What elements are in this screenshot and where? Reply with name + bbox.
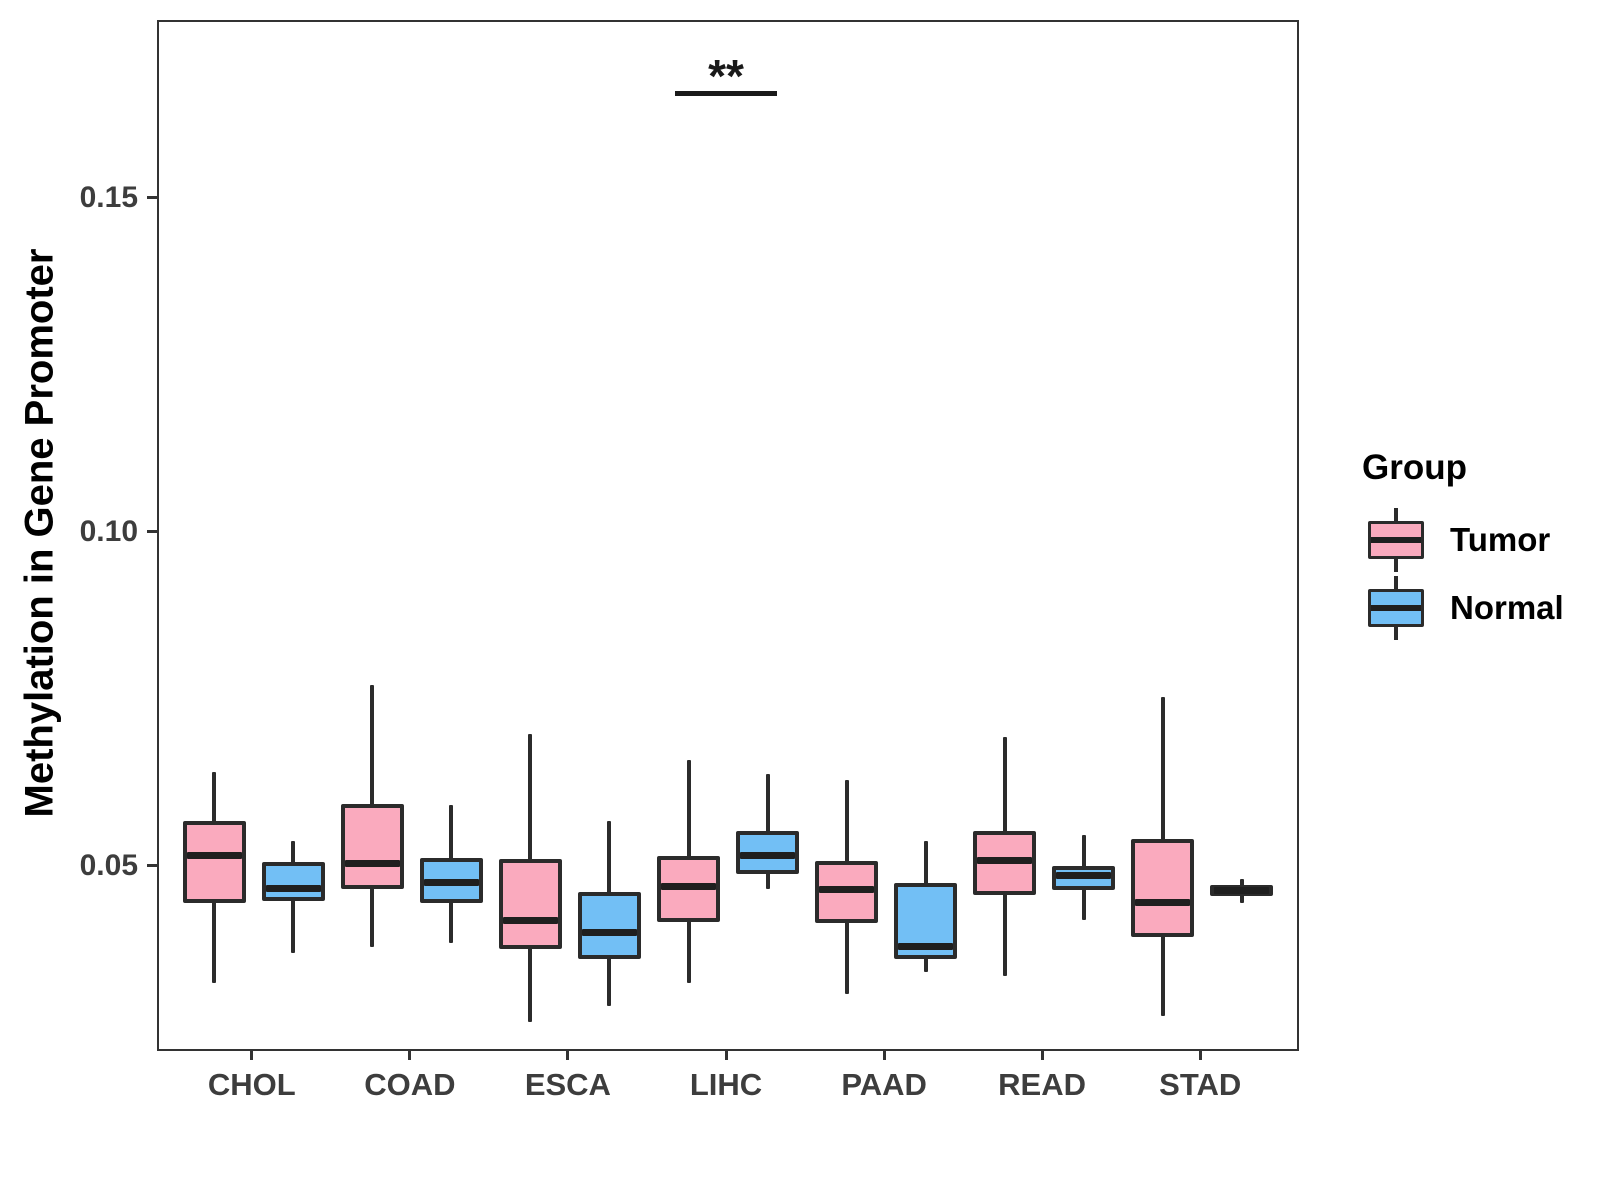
legend-item-label: Tumor bbox=[1450, 521, 1551, 558]
x-tick-mark bbox=[724, 1049, 728, 1060]
y-tick-mark bbox=[147, 196, 157, 200]
box-rect bbox=[340, 803, 404, 889]
legend-key-boxplot-glyph bbox=[1368, 576, 1424, 640]
y-tick-label: 0.10 bbox=[79, 514, 138, 548]
box-rect bbox=[182, 820, 246, 903]
x-tick-mark bbox=[882, 1049, 886, 1060]
x-tick-label: READ bbox=[998, 1067, 1087, 1102]
x-tick-mark bbox=[408, 1049, 412, 1060]
legend-item-label: Normal bbox=[1450, 589, 1564, 626]
legend-key-median bbox=[1371, 537, 1421, 543]
legend-key-median bbox=[1371, 605, 1421, 611]
x-tick-label: ESCA bbox=[524, 1067, 611, 1102]
median-line bbox=[1214, 887, 1270, 895]
x-tick-mark bbox=[566, 1049, 570, 1060]
legend-item-normal: Normal bbox=[1338, 574, 1564, 642]
x-tick-label: LIHC bbox=[689, 1067, 763, 1102]
x-tick-label: COAD bbox=[364, 1067, 456, 1102]
box-rect bbox=[577, 892, 641, 959]
median-line bbox=[977, 857, 1033, 865]
legend-key-boxplot-glyph bbox=[1368, 508, 1424, 572]
significance-bar bbox=[675, 90, 777, 96]
median-line bbox=[581, 928, 637, 936]
box-rect bbox=[498, 858, 562, 949]
y-tick-mark bbox=[147, 864, 157, 868]
x-tick-label: PAAD bbox=[841, 1067, 927, 1102]
median-line bbox=[819, 885, 875, 893]
median-line bbox=[344, 859, 400, 867]
legend-title: Group bbox=[1362, 448, 1467, 487]
legend-item-tumor: Tumor bbox=[1338, 506, 1564, 574]
median-line bbox=[423, 879, 479, 887]
plot-panel bbox=[157, 20, 1299, 1051]
y-tick-label: 0.15 bbox=[79, 180, 138, 214]
median-line bbox=[502, 916, 558, 924]
y-tick-mark bbox=[147, 530, 157, 534]
box-rect bbox=[1131, 838, 1195, 937]
median-line bbox=[740, 852, 795, 860]
median-line bbox=[186, 851, 242, 859]
x-tick-mark bbox=[1040, 1049, 1044, 1060]
y-tick-label: 0.05 bbox=[79, 848, 138, 882]
x-tick-mark bbox=[1198, 1049, 1202, 1060]
x-tick-mark bbox=[250, 1049, 254, 1060]
median-line bbox=[1056, 871, 1112, 879]
median-line bbox=[661, 883, 716, 891]
box-rect bbox=[261, 861, 325, 902]
x-tick-label: STAD bbox=[1159, 1067, 1242, 1102]
x-tick-label: CHOL bbox=[207, 1067, 296, 1102]
median-line bbox=[1135, 898, 1191, 906]
median-line bbox=[898, 942, 954, 950]
median-line bbox=[265, 885, 321, 893]
significance-stars: ** bbox=[708, 49, 744, 102]
legend: Group Tumor Normal bbox=[1338, 448, 1564, 642]
